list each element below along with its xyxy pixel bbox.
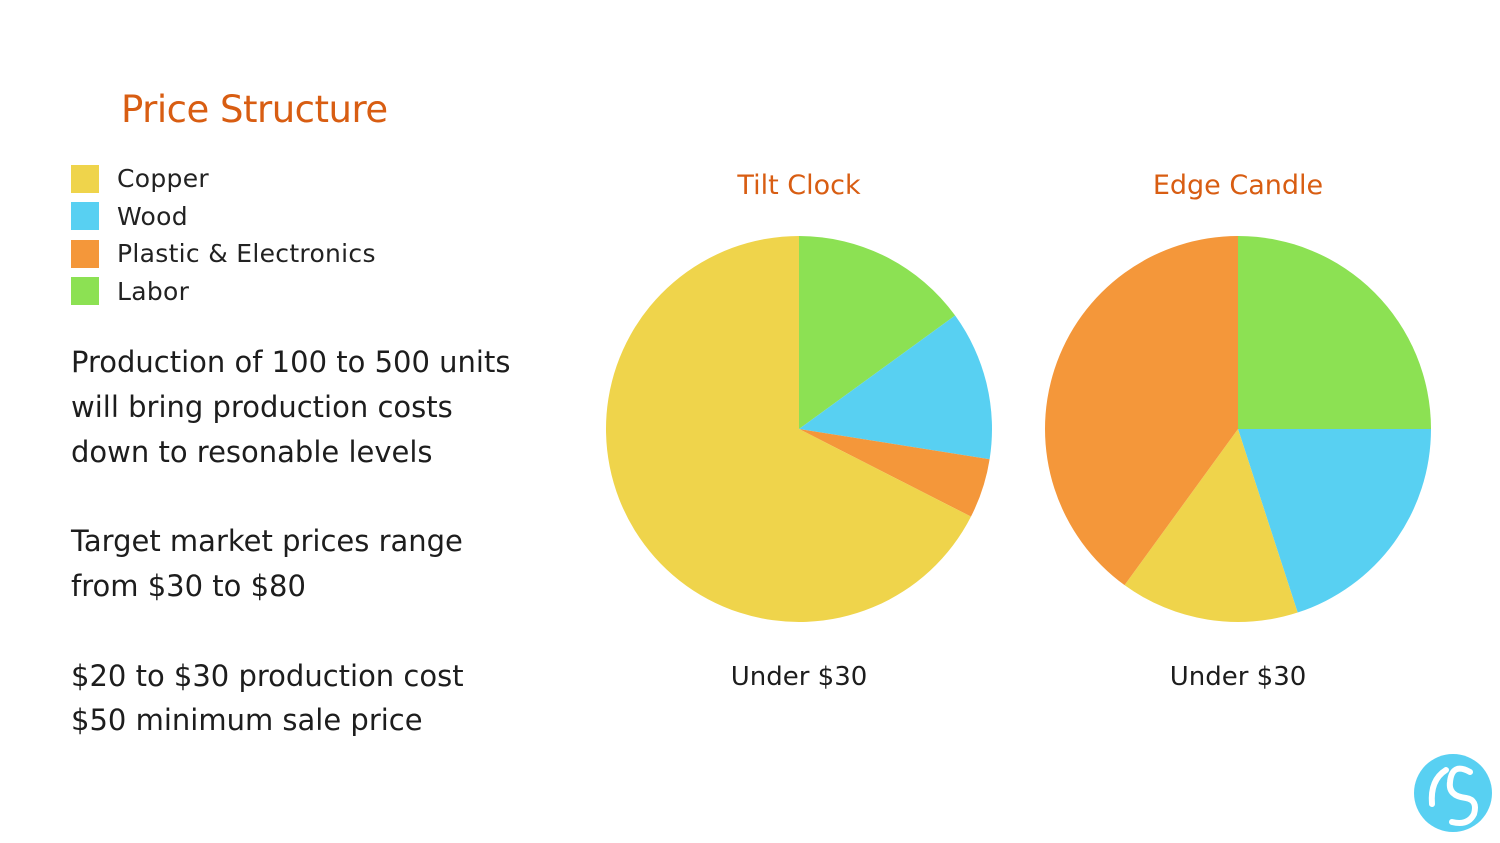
- legend-swatch-wood: [71, 202, 99, 231]
- pie-slice-copper: [1124, 429, 1298, 622]
- legend-item-plastic-electronics: Plastic & Electronics: [71, 235, 376, 273]
- tilt-clock-chart-title: Tilt Clock: [737, 170, 861, 201]
- pie-slice-labor: [1238, 236, 1431, 429]
- legend-item-copper: Copper: [71, 160, 376, 198]
- body-line: down to resonable levels: [71, 434, 433, 469]
- pie-slice-wood: [799, 315, 992, 460]
- legend-item-labor: Labor: [71, 273, 376, 311]
- body-text: Production of 100 to 500 units will brin…: [71, 340, 591, 743]
- legend-label: Labor: [117, 276, 190, 306]
- legend-item-wood: Wood: [71, 198, 376, 236]
- pie-slice-copper: [606, 236, 971, 622]
- legend-swatch-labor: [71, 277, 99, 306]
- edge-candle-caption: Under $30: [1169, 662, 1307, 692]
- edge-candle-chart-title: Edge Candle: [1152, 170, 1324, 201]
- pie-slice-plastic-electronics: [1045, 236, 1238, 586]
- pie-slice-plastic-electronics: [799, 429, 990, 517]
- tilt-clock-caption: Under $30: [730, 662, 868, 692]
- body-line: Production of 100 to 500 units: [71, 345, 511, 379]
- body-line: will bring production costs: [71, 389, 453, 424]
- body-line: from $30 to $80: [71, 568, 306, 603]
- legend-swatch-copper: [71, 164, 99, 193]
- body-line: $20 to $30 production cost: [71, 658, 464, 693]
- legend-label: Wood: [117, 201, 188, 231]
- body-line: Target market prices range: [71, 524, 463, 559]
- legend-swatch-plastic-electronics: [71, 239, 99, 268]
- pie-slice-wood: [1238, 429, 1431, 613]
- legend-label: Copper: [117, 164, 209, 194]
- legend: Copper Wood Plastic & Electronics Labor: [71, 160, 376, 310]
- legend-label: Plastic & Electronics: [117, 239, 376, 269]
- slide-title: Price Structure: [121, 88, 388, 131]
- brand-logo-icon: [1414, 754, 1492, 832]
- body-line: $50 minimum sale price: [71, 703, 423, 738]
- pie-slice-labor: [799, 236, 956, 429]
